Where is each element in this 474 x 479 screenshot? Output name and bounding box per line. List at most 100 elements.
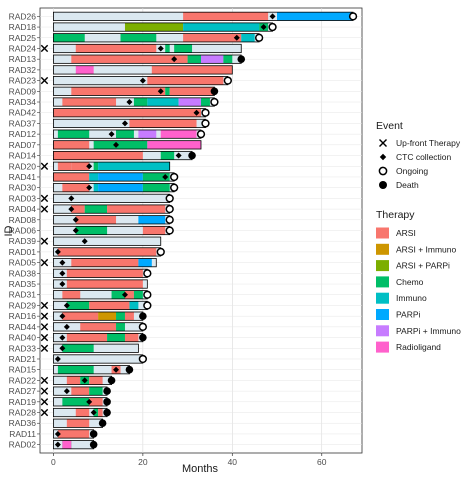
therapy-segment <box>124 290 134 299</box>
therapy-segment <box>75 215 117 224</box>
therapy-segment <box>147 76 224 85</box>
patient-row-rad27 <box>40 386 111 396</box>
ctc-marker <box>90 409 97 416</box>
patient-row-rad40 <box>40 332 147 343</box>
bar-background <box>53 354 143 364</box>
death-marker <box>103 398 111 406</box>
therapy-segment <box>89 376 103 385</box>
death-marker <box>125 365 134 374</box>
y-tick-label: RAD15 <box>9 365 37 375</box>
y-tick-label: RAD16 <box>9 311 37 321</box>
legend-therapy-label: Radioligand <box>396 342 441 352</box>
therapy-segment <box>124 333 139 342</box>
legend-therapy-label: Chemo <box>396 277 424 287</box>
upfront-marker <box>40 301 49 310</box>
therapy-segment <box>142 226 166 235</box>
therapy-segment <box>201 97 210 107</box>
therapy-segment <box>57 162 72 171</box>
upfront-marker-stroke <box>40 333 49 342</box>
patient-row-rad09 <box>53 86 219 96</box>
therapy-segment <box>71 55 188 64</box>
y-tick-label: RAD24 <box>9 43 37 53</box>
patient-row-rad35 <box>53 279 148 289</box>
ongoing-marker <box>143 301 152 310</box>
therapy-segment <box>53 33 85 42</box>
y-tick-label: RAD42 <box>9 108 37 118</box>
patient-row-rad12 <box>53 129 206 139</box>
legend-swatch <box>376 341 389 353</box>
therapy-segment <box>62 397 90 406</box>
ongoing-marker <box>138 322 148 332</box>
y-tick-labels: RAD26RAD18RAD25RAD24RAD13RAD32RAD23RAD09… <box>9 11 40 450</box>
ongoing-marker <box>165 215 174 224</box>
therapy-segment <box>93 162 99 171</box>
therapy-segment <box>75 408 90 417</box>
bar-background <box>53 65 233 75</box>
patient-row-rad08 <box>53 215 174 225</box>
y-tick-label: RAD32 <box>9 65 37 75</box>
patient-row-rad36 <box>53 418 107 428</box>
therapy-segment <box>183 33 242 42</box>
patient-row-rad39 <box>40 236 162 246</box>
y-tick-label: RAD26 <box>9 11 37 21</box>
therapy-segment <box>62 97 117 107</box>
patient-row-rad23 <box>40 76 232 86</box>
y-tick-label: RAD35 <box>9 279 37 289</box>
y-tick-label: RAD30 <box>9 183 37 193</box>
therapy-segment <box>98 162 170 171</box>
therapy-segment <box>129 301 139 310</box>
patient-row-rad33 <box>40 343 139 353</box>
legend-swatch <box>376 325 389 337</box>
y-tick-label: RAD14 <box>9 151 37 161</box>
therapy-segment <box>201 55 224 64</box>
ongoing-marker <box>201 119 210 128</box>
therapy-segment <box>116 129 134 139</box>
patient-row-rad44 <box>40 322 148 332</box>
y-tick-label: RAD07 <box>9 140 37 150</box>
legend-therapy-title: Therapy <box>376 209 415 221</box>
upfront-marker <box>40 387 49 395</box>
ctc-marker <box>54 248 61 255</box>
therapy-segment <box>66 333 108 342</box>
death-marker <box>139 312 147 320</box>
ctc-marker <box>121 291 128 298</box>
therapy-segment <box>53 108 201 117</box>
y-tick-label: RAD12 <box>9 129 37 139</box>
upfront-marker-stroke <box>40 387 49 395</box>
legend-therapy: Therapy ARSI ARSI + Immuno ARSI + PARPi Che… <box>376 209 461 353</box>
ctc-marker <box>157 88 164 95</box>
therapy-segment <box>93 140 148 150</box>
therapy-segment <box>142 172 170 182</box>
therapy-segment <box>71 162 90 171</box>
patient-row-rad14 <box>53 150 196 161</box>
therapy-segment <box>147 140 201 150</box>
death-marker <box>89 440 98 449</box>
x-tick-label: 0 <box>51 457 56 467</box>
patient-row-rad22 <box>40 375 116 385</box>
ctc-marker <box>260 24 267 31</box>
therapy-segment <box>133 290 143 299</box>
patient-row-rad06 <box>53 225 174 236</box>
ongoing-marker <box>143 269 152 278</box>
therapy-segment <box>89 386 103 396</box>
therapy-segment <box>62 440 72 449</box>
ongoing-marker <box>254 33 264 42</box>
therapy-segment <box>57 429 90 439</box>
ctc-marker <box>68 206 75 213</box>
ctc-marker <box>126 99 133 106</box>
y-tick-label: RAD38 <box>9 268 37 278</box>
ctc-marker <box>59 259 66 266</box>
ctc-marker <box>86 163 93 170</box>
therapy-segment <box>187 55 201 64</box>
bar-outline <box>53 343 139 353</box>
therapy-segment <box>66 279 143 289</box>
y-tick-label: RAD05 <box>9 258 37 268</box>
therapy-segment <box>89 301 130 310</box>
x-tick-label: 60 <box>317 457 327 467</box>
therapy-segment <box>178 97 201 107</box>
patient-bars <box>40 11 358 450</box>
ongoing-marker <box>196 129 206 139</box>
bar-background <box>53 344 139 353</box>
death-marker <box>210 87 219 96</box>
y-tick-label: RAD02 <box>9 440 37 450</box>
